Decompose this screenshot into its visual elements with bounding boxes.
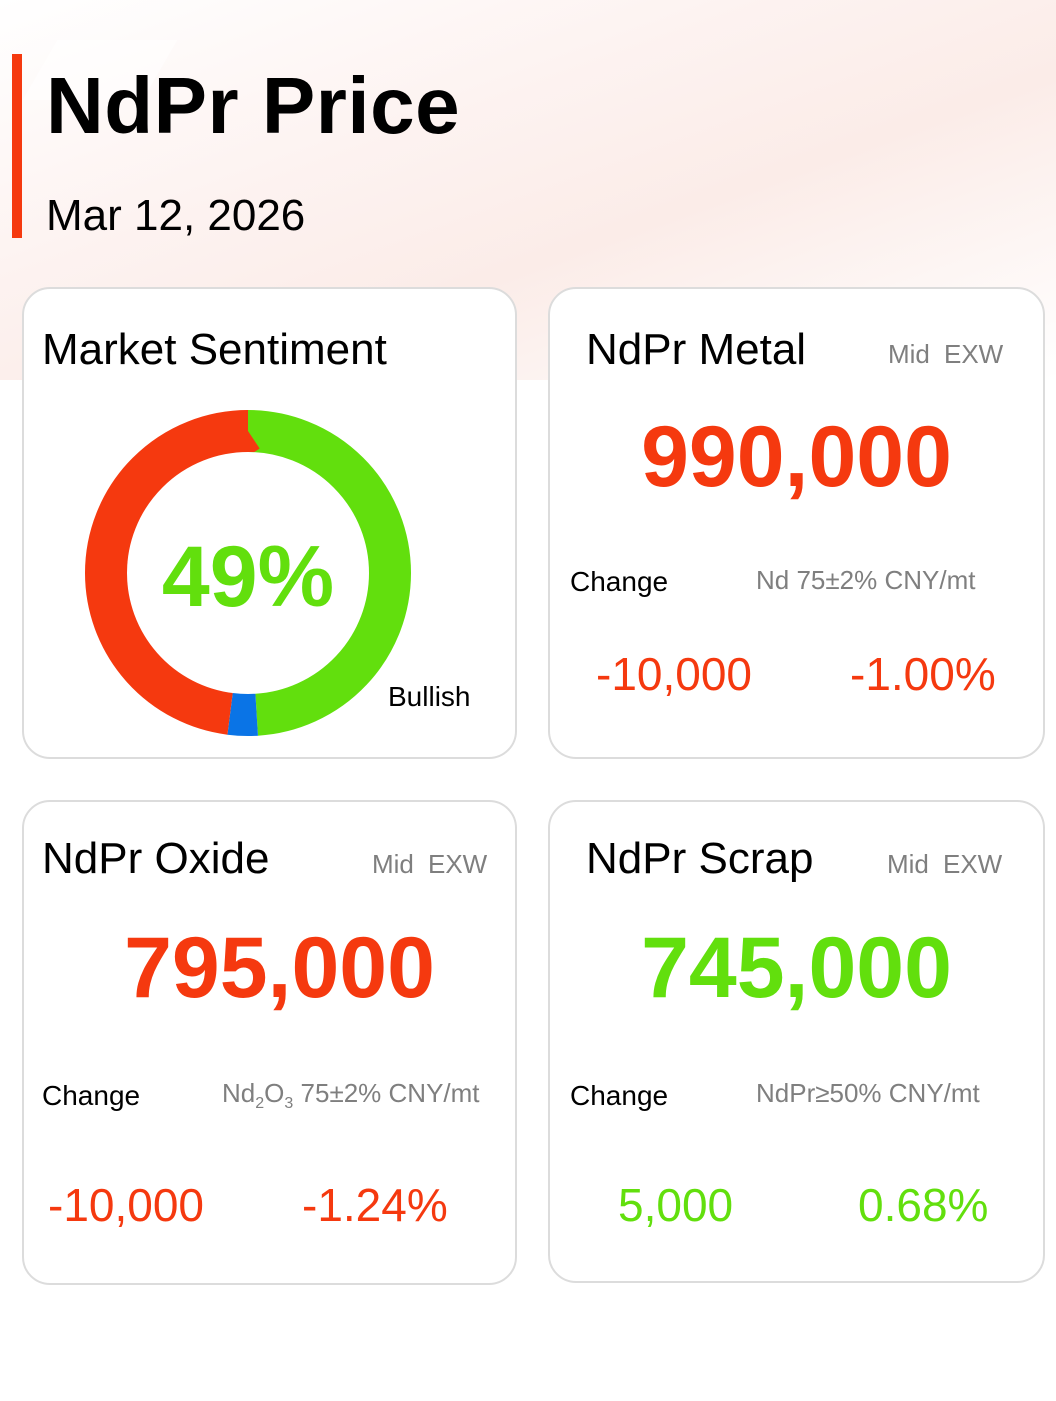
market-sentiment-card[interactable]: Market Sentiment 49% Bullish: [22, 287, 517, 759]
card-title: Market Sentiment: [42, 325, 387, 374]
change-percent: 0.68%: [858, 1179, 989, 1231]
sentiment-donut: [85, 410, 411, 736]
tag-exw: EXW: [944, 339, 1004, 369]
tag-exw: EXW: [428, 849, 488, 879]
change-absolute: 5,000: [618, 1179, 734, 1231]
card-title: NdPr Scrap: [586, 834, 814, 883]
ndpr-scrap-card[interactable]: NdPr Scrap Mid EXW 745,000 Change NdPr≥5…: [548, 800, 1045, 1283]
spec-element-o: O: [264, 1078, 285, 1108]
price-value: 990,000: [641, 409, 952, 505]
page-date: Mar 12, 2026: [46, 191, 306, 240]
change-percent: -1.00%: [850, 648, 996, 700]
spec-subscript-2: 2: [255, 1095, 265, 1113]
price-value: 745,000: [641, 920, 952, 1016]
change-label: Change: [570, 1080, 669, 1111]
price-value: 795,000: [124, 920, 435, 1016]
page-title: NdPr Price: [46, 61, 461, 150]
spec-rest: 75±2% CNY/mt: [293, 1078, 480, 1108]
spec-label: Nd2O3 75±2% CNY/mt: [222, 1078, 480, 1119]
header-accent-bar: [12, 54, 22, 238]
spec-label: NdPr≥50% CNY/mt: [756, 1078, 980, 1108]
ndpr-metal-card[interactable]: NdPr Metal Mid EXW 990,000 Change Nd 75±…: [548, 287, 1045, 759]
spec-element-nd: Nd: [222, 1078, 256, 1108]
donut-segment-bearish: [85, 410, 411, 736]
change-percent: -1.24%: [302, 1179, 448, 1231]
spec-subscript-3: 3: [284, 1095, 294, 1113]
change-label: Change: [570, 566, 669, 597]
change-absolute: -10,000: [596, 648, 753, 700]
tag-exw: EXW: [943, 849, 1003, 879]
donut-segment-neutral: [85, 410, 411, 736]
ndpr-oxide-card[interactable]: NdPr Oxide Mid EXW 795,000 Change Nd2O3 …: [22, 800, 517, 1285]
tag-mid: Mid: [887, 849, 929, 879]
spec-label: Nd 75±2% CNY/mt: [756, 565, 976, 595]
tag-mid: Mid: [372, 849, 414, 879]
change-label: Change: [42, 1080, 141, 1111]
tag-mid: Mid: [888, 339, 930, 369]
card-title: NdPr Metal: [586, 325, 807, 374]
card-title: NdPr Oxide: [42, 834, 270, 883]
change-absolute: -10,000: [48, 1179, 205, 1231]
sentiment-percent: 49%: [161, 529, 335, 625]
bullish-label: Bullish: [388, 681, 471, 712]
